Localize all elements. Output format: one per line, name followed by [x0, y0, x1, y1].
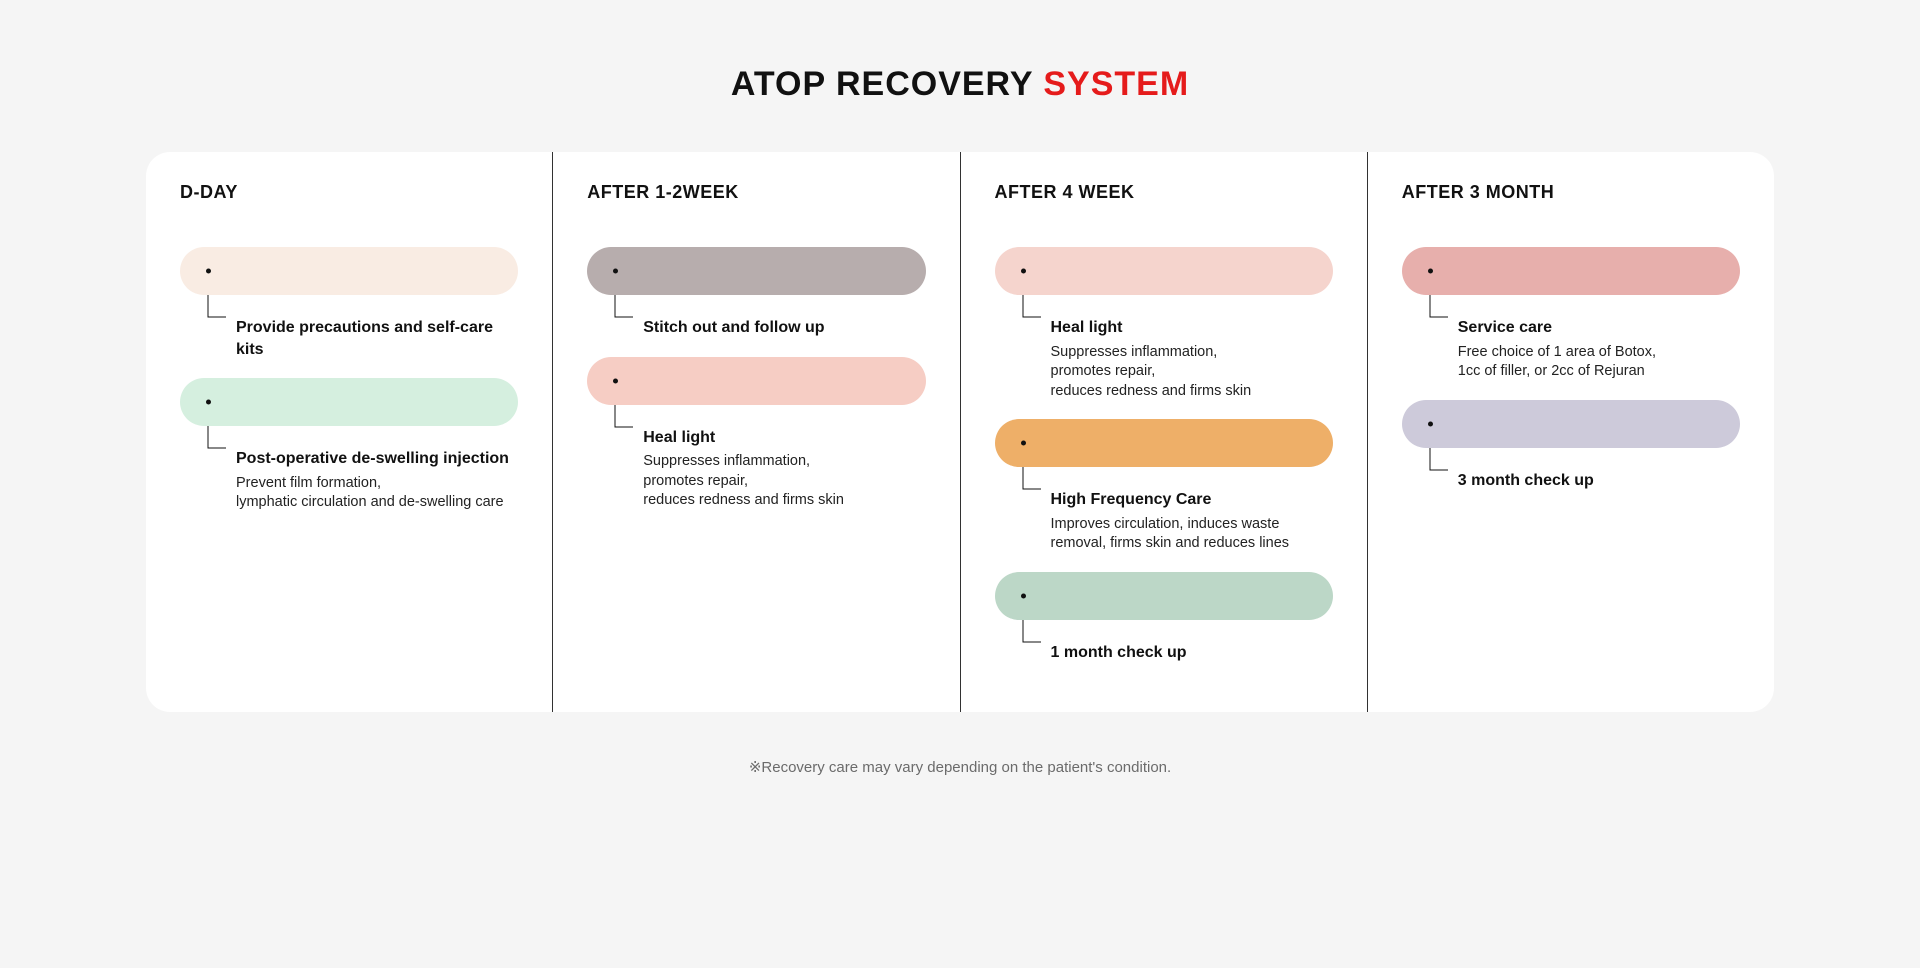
footnote: ※Recovery care may vary depending on the…: [0, 758, 1920, 776]
dot-icon: [1428, 269, 1433, 274]
page: ATOP RECOVERY SYSTEM D-DAY Provide precau…: [0, 0, 1920, 968]
connector-icon: [1021, 467, 1049, 497]
dot-icon: [1021, 269, 1026, 274]
column-header: AFTER 4 WEEK: [995, 182, 1333, 203]
timeline-column: AFTER 1-2WEEK Stitch out and follow up Hea…: [553, 152, 960, 712]
timeline-entry: Provide precautions and self-care kits: [180, 247, 518, 360]
entry-title: 1 month check up: [1051, 642, 1325, 664]
connector-icon: [613, 405, 641, 435]
connector-icon: [1428, 295, 1456, 325]
entry-title: Heal light: [1051, 317, 1325, 339]
timeline-entry: Heal light Suppresses inflammation, promo…: [995, 247, 1333, 401]
entry-text: Heal light Suppresses inflammation, promo…: [995, 317, 1333, 401]
pill: [995, 247, 1333, 295]
timeline-column: AFTER 3 MONTH Service care Free choice of …: [1368, 152, 1774, 712]
timeline-column: AFTER 4 WEEK Heal light Suppresses inflamm…: [961, 152, 1368, 712]
dot-icon: [206, 269, 211, 274]
entry-text: Heal light Suppresses inflammation, promo…: [587, 427, 925, 511]
dot-icon: [613, 378, 618, 383]
pill: [1402, 400, 1740, 448]
pill: [587, 357, 925, 405]
connector-icon: [613, 295, 641, 325]
timeline-entry: Stitch out and follow up: [587, 247, 925, 339]
entry-title: Stitch out and follow up: [643, 317, 917, 339]
connector-icon: [1021, 620, 1049, 650]
pill: [995, 572, 1333, 620]
entry-text: Post-operative de-swelling injection Prev…: [180, 448, 518, 513]
entry-desc: Improves circulation, induces waste remo…: [1051, 515, 1325, 554]
recovery-card: D-DAY Provide precautions and self-care k…: [146, 152, 1774, 712]
entry-title: High Frequency Care: [1051, 489, 1325, 511]
entry-text: Service care Free choice of 1 area of Bot…: [1402, 317, 1740, 382]
timeline-column: D-DAY Provide precautions and self-care k…: [146, 152, 553, 712]
entry-desc: Prevent film formation, lymphatic circul…: [236, 474, 510, 513]
dot-icon: [1021, 594, 1026, 599]
column-header: AFTER 3 MONTH: [1402, 182, 1740, 203]
connector-icon: [1021, 295, 1049, 325]
entry-desc: Suppresses inflammation, promotes repair…: [643, 452, 917, 511]
timeline-entry: Heal light Suppresses inflammation, promo…: [587, 357, 925, 511]
timeline-entry: Service care Free choice of 1 area of Bot…: [1402, 247, 1740, 382]
entry-title: Provide precautions and self-care kits: [236, 317, 510, 360]
connector-icon: [1428, 448, 1456, 478]
connector-icon: [206, 295, 234, 325]
entry-title: Post-operative de-swelling injection: [236, 448, 510, 470]
entry-title: Service care: [1458, 317, 1732, 339]
dot-icon: [206, 400, 211, 405]
entry-desc: Free choice of 1 area of Botox, 1cc of f…: [1458, 343, 1732, 382]
timeline-entry: 1 month check up: [995, 572, 1333, 664]
connector-icon: [206, 426, 234, 456]
dot-icon: [613, 269, 618, 274]
entry-title: 3 month check up: [1458, 470, 1732, 492]
timeline-entry: High Frequency Care Improves circulation,…: [995, 419, 1333, 554]
timeline-entry: 3 month check up: [1402, 400, 1740, 492]
column-header: D-DAY: [180, 182, 518, 203]
page-title: ATOP RECOVERY SYSTEM: [0, 65, 1920, 104]
pill: [180, 247, 518, 295]
pill: [995, 419, 1333, 467]
entry-desc: Suppresses inflammation, promotes repair…: [1051, 343, 1325, 402]
entry-text: High Frequency Care Improves circulation,…: [995, 489, 1333, 554]
title-part-1: ATOP RECOVERY: [731, 65, 1044, 103]
timeline-entry: Post-operative de-swelling injection Prev…: [180, 378, 518, 513]
dot-icon: [1021, 441, 1026, 446]
dot-icon: [1428, 421, 1433, 426]
pill: [1402, 247, 1740, 295]
pill: [180, 378, 518, 426]
entry-title: Heal light: [643, 427, 917, 449]
pill: [587, 247, 925, 295]
title-part-2: SYSTEM: [1043, 65, 1189, 103]
column-header: AFTER 1-2WEEK: [587, 182, 925, 203]
